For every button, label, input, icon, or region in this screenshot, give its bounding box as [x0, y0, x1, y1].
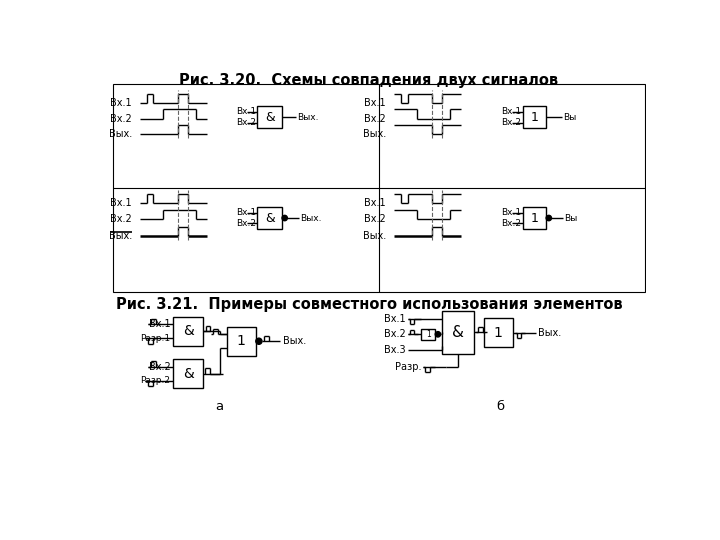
- Text: Вх.2: Вх.2: [501, 118, 521, 127]
- Text: Вых.: Вых.: [283, 336, 306, 346]
- Text: &: &: [265, 212, 274, 225]
- Text: Вх.1: Вх.1: [501, 208, 521, 217]
- Text: Вы: Вы: [563, 113, 576, 122]
- Text: Вх.2: Вх.2: [501, 219, 521, 228]
- Text: Вх.2: Вх.2: [236, 219, 256, 228]
- Bar: [113, 84, 644, 292]
- Circle shape: [282, 215, 287, 221]
- Bar: [523, 207, 546, 229]
- Text: Разр.1: Разр.1: [140, 334, 171, 343]
- Text: Вх.1: Вх.1: [110, 198, 132, 208]
- Text: Вх.2: Вх.2: [364, 114, 386, 124]
- Text: Вх.1: Вх.1: [110, 98, 132, 109]
- Circle shape: [546, 215, 552, 221]
- Text: Вх.2: Вх.2: [364, 214, 386, 224]
- Text: Вых.: Вых.: [363, 129, 386, 139]
- Text: Вх.1: Вх.1: [384, 314, 406, 324]
- Text: Вых.: Вых.: [297, 113, 319, 122]
- Text: Вых.: Вых.: [300, 213, 322, 222]
- Text: Вх.2: Вх.2: [110, 114, 132, 124]
- Text: Рис. 3.20.  Схемы совпадения двух сигналов: Рис. 3.20. Схемы совпадения двух сигнало…: [179, 72, 559, 87]
- Text: Разр.: Разр.: [395, 362, 421, 372]
- Text: Вы: Вы: [564, 213, 578, 222]
- Text: &: &: [183, 324, 194, 338]
- Text: а: а: [215, 400, 223, 413]
- Bar: [484, 318, 513, 347]
- Text: Вх.2: Вх.2: [148, 362, 171, 372]
- Bar: [523, 106, 546, 128]
- Text: 1: 1: [531, 212, 539, 225]
- Text: 1: 1: [426, 330, 431, 339]
- Bar: [257, 106, 282, 128]
- Text: Вых.: Вых.: [109, 231, 132, 241]
- Text: Вх.1: Вх.1: [501, 107, 521, 116]
- Circle shape: [256, 338, 262, 345]
- Text: 1: 1: [494, 326, 503, 340]
- Text: Вых.: Вых.: [109, 129, 132, 139]
- Text: Вх.1: Вх.1: [235, 208, 256, 217]
- Text: 1: 1: [531, 111, 539, 124]
- Text: Вх.2: Вх.2: [384, 329, 406, 339]
- Bar: [227, 327, 256, 356]
- Text: Вх.2: Вх.2: [110, 214, 132, 224]
- Text: Вх.3: Вх.3: [384, 345, 406, 355]
- Text: Вх.1: Вх.1: [364, 198, 386, 208]
- Text: Вх.1: Вх.1: [364, 98, 386, 109]
- Circle shape: [435, 332, 441, 337]
- Bar: [173, 316, 204, 346]
- Text: Рис. 3.21.  Примеры совместного использования элементов: Рис. 3.21. Примеры совместного использов…: [116, 298, 622, 312]
- Bar: [442, 311, 474, 354]
- Text: &: &: [452, 325, 464, 340]
- Text: Вх.1: Вх.1: [235, 107, 256, 116]
- Bar: [421, 329, 435, 340]
- Text: 1: 1: [237, 334, 246, 348]
- Text: &: &: [183, 367, 194, 381]
- Text: Вх.2: Вх.2: [236, 118, 256, 127]
- Text: Вых.: Вых.: [538, 328, 561, 338]
- Text: Разр.2: Разр.2: [140, 376, 171, 385]
- Bar: [257, 207, 282, 229]
- Text: &: &: [265, 111, 274, 124]
- Text: Вх.1: Вх.1: [149, 319, 171, 329]
- Text: Вых.: Вых.: [363, 231, 386, 241]
- Text: б: б: [496, 400, 504, 413]
- Bar: [173, 359, 204, 388]
